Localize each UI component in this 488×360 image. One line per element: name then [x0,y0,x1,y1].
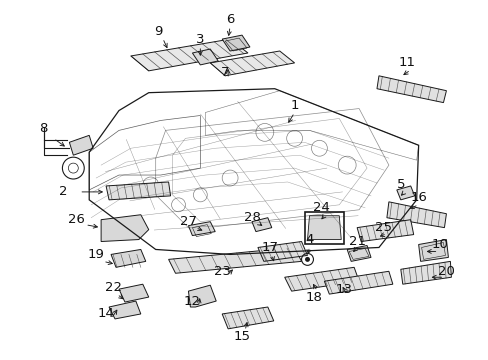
Text: 21: 21 [348,235,365,248]
Polygon shape [131,39,247,71]
Polygon shape [346,246,370,261]
Polygon shape [324,271,392,294]
Polygon shape [307,216,341,239]
Text: 22: 22 [104,281,122,294]
Text: 18: 18 [305,291,322,303]
Polygon shape [69,135,93,155]
Polygon shape [111,249,145,267]
Text: 24: 24 [312,201,329,214]
Polygon shape [400,261,450,284]
Polygon shape [168,247,301,273]
Polygon shape [418,239,447,261]
Circle shape [305,257,309,262]
Text: 19: 19 [87,248,104,261]
Polygon shape [106,182,170,200]
Text: 17: 17 [261,241,278,254]
Text: 15: 15 [233,330,250,343]
Text: 5: 5 [396,179,404,192]
Polygon shape [188,285,216,307]
Text: 13: 13 [335,283,352,296]
Text: 16: 16 [409,192,426,204]
Text: 1: 1 [290,99,298,112]
Text: 9: 9 [154,24,163,38]
Polygon shape [188,222,215,235]
Polygon shape [192,49,218,65]
Polygon shape [257,242,307,261]
Text: 26: 26 [68,213,84,226]
Text: 12: 12 [183,294,201,307]
Polygon shape [109,301,141,319]
Text: 23: 23 [213,265,230,278]
Polygon shape [222,35,249,51]
Polygon shape [101,215,148,242]
Polygon shape [222,307,273,329]
Text: 6: 6 [225,13,234,26]
Polygon shape [119,284,148,302]
Polygon shape [376,76,446,103]
Text: 8: 8 [40,122,48,135]
Polygon shape [356,220,413,242]
Text: 3: 3 [196,33,204,46]
Text: 20: 20 [437,265,454,278]
Text: 25: 25 [375,221,391,234]
Polygon shape [251,218,271,231]
Polygon shape [210,51,294,76]
Text: 7: 7 [221,66,229,79]
Text: 14: 14 [98,307,114,320]
Text: 2: 2 [59,185,67,198]
Text: 27: 27 [180,215,197,228]
Text: 4: 4 [305,233,313,246]
Polygon shape [386,202,446,228]
Text: 11: 11 [397,57,414,69]
Polygon shape [396,186,414,200]
Polygon shape [284,267,358,291]
Text: 28: 28 [243,211,260,224]
Text: 10: 10 [431,238,448,251]
Bar [304,212,344,243]
